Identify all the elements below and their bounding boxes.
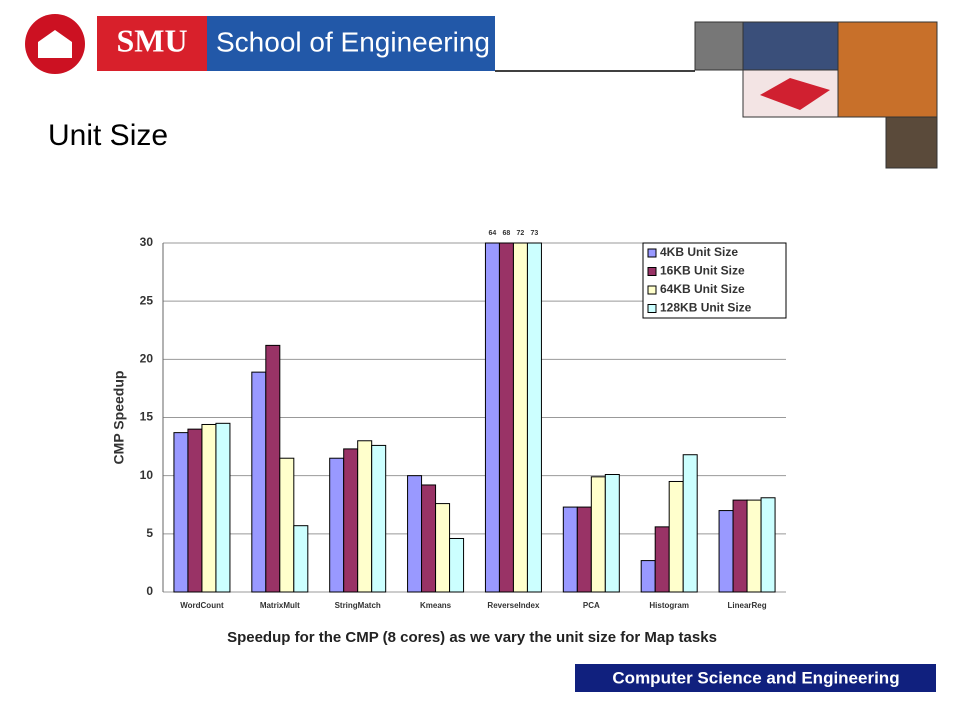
- value-label: 64: [489, 230, 497, 237]
- value-label: 68: [503, 230, 511, 237]
- bar: [265, 344, 281, 593]
- bar: [718, 510, 734, 593]
- bar: [357, 440, 373, 593]
- bar: [526, 242, 542, 593]
- bar: [187, 428, 203, 593]
- bar: [668, 480, 684, 593]
- bar: [343, 448, 359, 593]
- x-tick-label: WordCount: [180, 601, 224, 610]
- bar: [279, 457, 295, 593]
- bar: [732, 499, 748, 593]
- y-axis-label: CMP Speedup: [111, 371, 127, 465]
- legend-swatch: [647, 285, 657, 295]
- school: School of Engineering: [216, 26, 490, 57]
- x-tick-label: Histogram: [649, 601, 689, 610]
- bar: [512, 242, 528, 593]
- y-tick-label: 10: [140, 468, 154, 482]
- bar: [215, 422, 231, 593]
- bar: [421, 484, 437, 593]
- y-tick-label: 20: [140, 352, 154, 366]
- caption: Speedup for the CMP (8 cores) as we vary…: [227, 629, 717, 646]
- bar: [251, 371, 267, 593]
- legend-label: 64KB Unit Size: [660, 282, 745, 296]
- footer: Computer Science and Engineering: [612, 668, 899, 687]
- legend-label: 4KB Unit Size: [660, 245, 738, 259]
- bar: [682, 454, 698, 593]
- school-box: [207, 16, 495, 71]
- bar: [173, 432, 189, 593]
- legend-swatch: [647, 304, 657, 313]
- bar: [576, 506, 592, 593]
- bar: [562, 506, 578, 593]
- bar: [604, 474, 620, 593]
- bar: [498, 242, 514, 593]
- y-tick-label: 30: [140, 235, 154, 249]
- brand-box: [97, 16, 207, 71]
- bar: [590, 476, 606, 593]
- y-tick-label: 15: [140, 410, 154, 424]
- value-label: 72: [517, 230, 525, 237]
- bar: [407, 475, 423, 593]
- y-tick-label: 0: [146, 584, 153, 598]
- chart: 0 5 10 15 20 25 30 CMP Speedup WordCount MatrixMu…: [111, 230, 787, 646]
- legend-label: 16KB Unit Size: [660, 264, 745, 278]
- legend-box: [642, 242, 787, 319]
- x-tick-label: StringMatch: [335, 601, 381, 610]
- y-tick-label: 5: [146, 526, 153, 540]
- brand: SMU: [116, 22, 187, 58]
- bar: [746, 499, 762, 593]
- x-tick-label: ReverseIndex: [487, 601, 540, 610]
- legend-swatch: [647, 248, 657, 258]
- bar: [449, 537, 465, 593]
- y-tick-label: 25: [140, 293, 154, 307]
- bar: [640, 560, 656, 593]
- logo-building: [38, 30, 72, 58]
- legend-swatch: [647, 267, 657, 276]
- x-tick-label: LinearReg: [728, 601, 767, 610]
- legend-label: 128KB Unit Size: [660, 301, 752, 315]
- x-tick-label: MatrixMult: [260, 601, 300, 610]
- photo-collage: [694, 21, 938, 169]
- footer-box: [575, 664, 936, 692]
- value-label: 73: [531, 230, 539, 237]
- bar: [293, 525, 309, 593]
- x-tick-label: Kmeans: [420, 601, 452, 610]
- bar: [329, 457, 345, 593]
- bar: [654, 526, 670, 593]
- slide-title: Unit Size: [48, 119, 168, 152]
- bar: [484, 242, 500, 593]
- bar: [760, 497, 776, 593]
- bar: [435, 503, 451, 593]
- bar: [201, 423, 217, 593]
- bar: [371, 444, 387, 593]
- x-tick-label: PCA: [583, 601, 600, 610]
